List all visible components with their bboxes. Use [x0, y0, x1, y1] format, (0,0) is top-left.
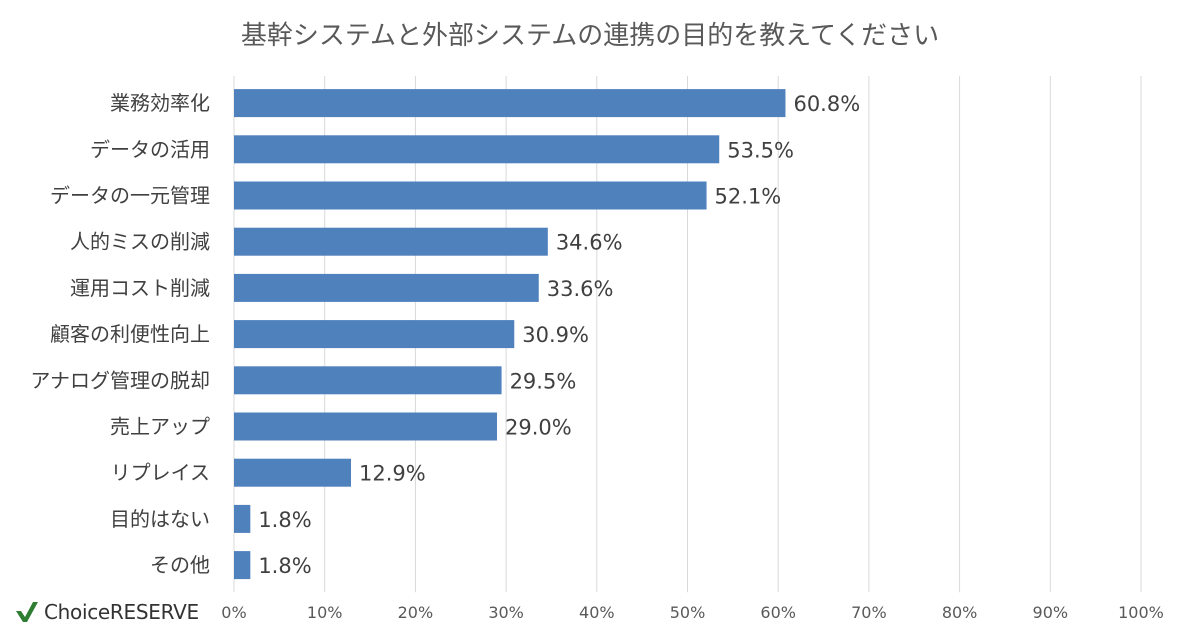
bar	[234, 273, 539, 302]
x-tick-label: 90%	[1033, 603, 1069, 622]
category-label: 売上アップ	[110, 415, 210, 439]
bar-layer	[234, 89, 786, 580]
category-label: 顧客の利便性向上	[50, 322, 210, 346]
category-label: その他	[150, 553, 210, 577]
data-label: 60.8%	[793, 92, 860, 116]
x-tick-label: 60%	[760, 603, 796, 622]
bar	[234, 227, 548, 256]
x-axis-ticks: 0% 10% 20% 30% 40% 50% 60% 70% 80% 90% 100%	[221, 603, 1164, 622]
data-label: 34.6%	[556, 231, 623, 255]
x-tick-label: 20%	[398, 603, 434, 622]
data-label: 29.5%	[510, 369, 577, 393]
category-label: データの一元管理	[50, 184, 210, 208]
data-label: 30.9%	[522, 323, 589, 347]
bar	[234, 412, 498, 441]
category-label: データの活用	[90, 137, 210, 161]
bar	[234, 320, 515, 349]
checkmark-icon	[16, 602, 38, 622]
category-label: 目的はない	[110, 507, 210, 531]
bar	[234, 366, 502, 395]
category-label: 運用コスト削減	[70, 276, 210, 300]
x-tick-label: 40%	[579, 603, 615, 622]
data-label: 33.6%	[547, 277, 614, 301]
data-label: 53.5%	[727, 138, 794, 162]
bar	[234, 89, 786, 118]
chart-title: 基幹システムと外部システムの連携の目的を教えてください	[241, 21, 939, 51]
brand-name: ChoiceRESERVE	[44, 600, 199, 624]
x-tick-label: 0%	[221, 603, 246, 622]
data-label: 29.0%	[505, 416, 572, 440]
x-tick-label: 100%	[1118, 603, 1164, 622]
value-labels: 60.8% 53.5% 52.1% 34.6% 33.6% 30.9% 29.5% 29.0%…	[258, 92, 860, 578]
category-label: アナログ管理の脱却	[30, 368, 210, 392]
x-tick-label: 70%	[851, 603, 887, 622]
bar	[234, 504, 251, 533]
x-tick-label: 10%	[307, 603, 343, 622]
bar	[234, 551, 251, 580]
x-tick-label: 80%	[942, 603, 978, 622]
data-label: 1.8%	[258, 508, 311, 532]
bar	[234, 135, 720, 164]
x-tick-label: 50%	[670, 603, 706, 622]
category-label: リプレイス	[111, 461, 210, 485]
data-label: 52.1%	[715, 185, 782, 209]
bar	[234, 181, 707, 210]
brand-logo: ChoiceRESERVE	[14, 598, 199, 626]
data-label: 12.9%	[359, 462, 426, 486]
data-label: 1.8%	[258, 554, 311, 578]
category-label: 人的ミスの削減	[70, 230, 210, 254]
category-label: 業務効率化	[110, 91, 210, 115]
bar	[234, 458, 352, 487]
category-labels: 業務効率化データの活用データの一元管理人的ミスの削減運用コスト削減顧客の利便性向…	[30, 91, 210, 577]
x-tick-label: 30%	[488, 603, 524, 622]
